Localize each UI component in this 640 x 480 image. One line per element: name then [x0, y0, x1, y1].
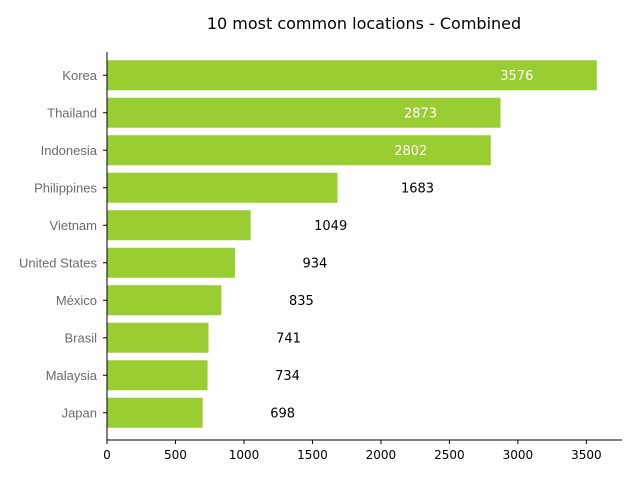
bar-thailand [107, 97, 501, 128]
x-tick-label: 1000 [229, 448, 260, 462]
value-labels: 3576 2873 2802 1683 1049 934 835 741 734 698 [270, 69, 533, 422]
category-label: Philippines [34, 180, 97, 195]
bar-vietnam [107, 210, 251, 241]
data-label: 741 [276, 331, 301, 346]
category-label: United States [19, 255, 98, 270]
data-label: 1683 [401, 181, 434, 196]
bar-malaysia [107, 360, 208, 391]
category-label: Malaysia [46, 368, 98, 383]
data-label: 734 [275, 369, 300, 384]
data-label: 698 [270, 406, 295, 421]
category-label: México [56, 293, 97, 308]
category-label: Korea [62, 68, 97, 83]
data-label: 2873 [404, 106, 437, 121]
category-label: Vietnam [50, 218, 97, 233]
category-label: Indonesia [41, 143, 98, 158]
bar-japan [107, 397, 203, 428]
data-label: 1049 [314, 219, 347, 234]
x-tick-label: 3500 [571, 448, 602, 462]
bar-philippines [107, 172, 338, 203]
data-label: 934 [303, 256, 328, 271]
x-tick-label: 500 [164, 448, 187, 462]
x-axis: 0 500 1000 1500 2000 2500 3000 3500 [103, 74, 602, 462]
x-tick-label: 1500 [297, 448, 328, 462]
data-label: 3576 [500, 69, 533, 84]
x-tick-label: 3000 [503, 448, 534, 462]
x-tick-label: 0 [103, 448, 111, 462]
x-tick-label: 2500 [434, 448, 465, 462]
chart-title: 10 most common locations - Combined [207, 14, 521, 33]
bar-méxico [107, 285, 222, 316]
data-label: 2802 [394, 144, 427, 159]
bar-brasil [107, 322, 209, 353]
data-label: 835 [289, 294, 314, 309]
category-labels: Korea Thailand Indonesia Philippines Vietnam… [19, 68, 98, 421]
bar-korea [107, 60, 597, 91]
x-tick-label: 2000 [366, 448, 397, 462]
category-label: Brasil [64, 330, 97, 345]
category-label: Thailand [47, 105, 97, 120]
bars-group [107, 60, 597, 428]
bar-united-states [107, 247, 235, 278]
bar-indonesia [107, 135, 491, 166]
axes-frame [106, 52, 622, 441]
category-label: Japan [62, 405, 97, 420]
